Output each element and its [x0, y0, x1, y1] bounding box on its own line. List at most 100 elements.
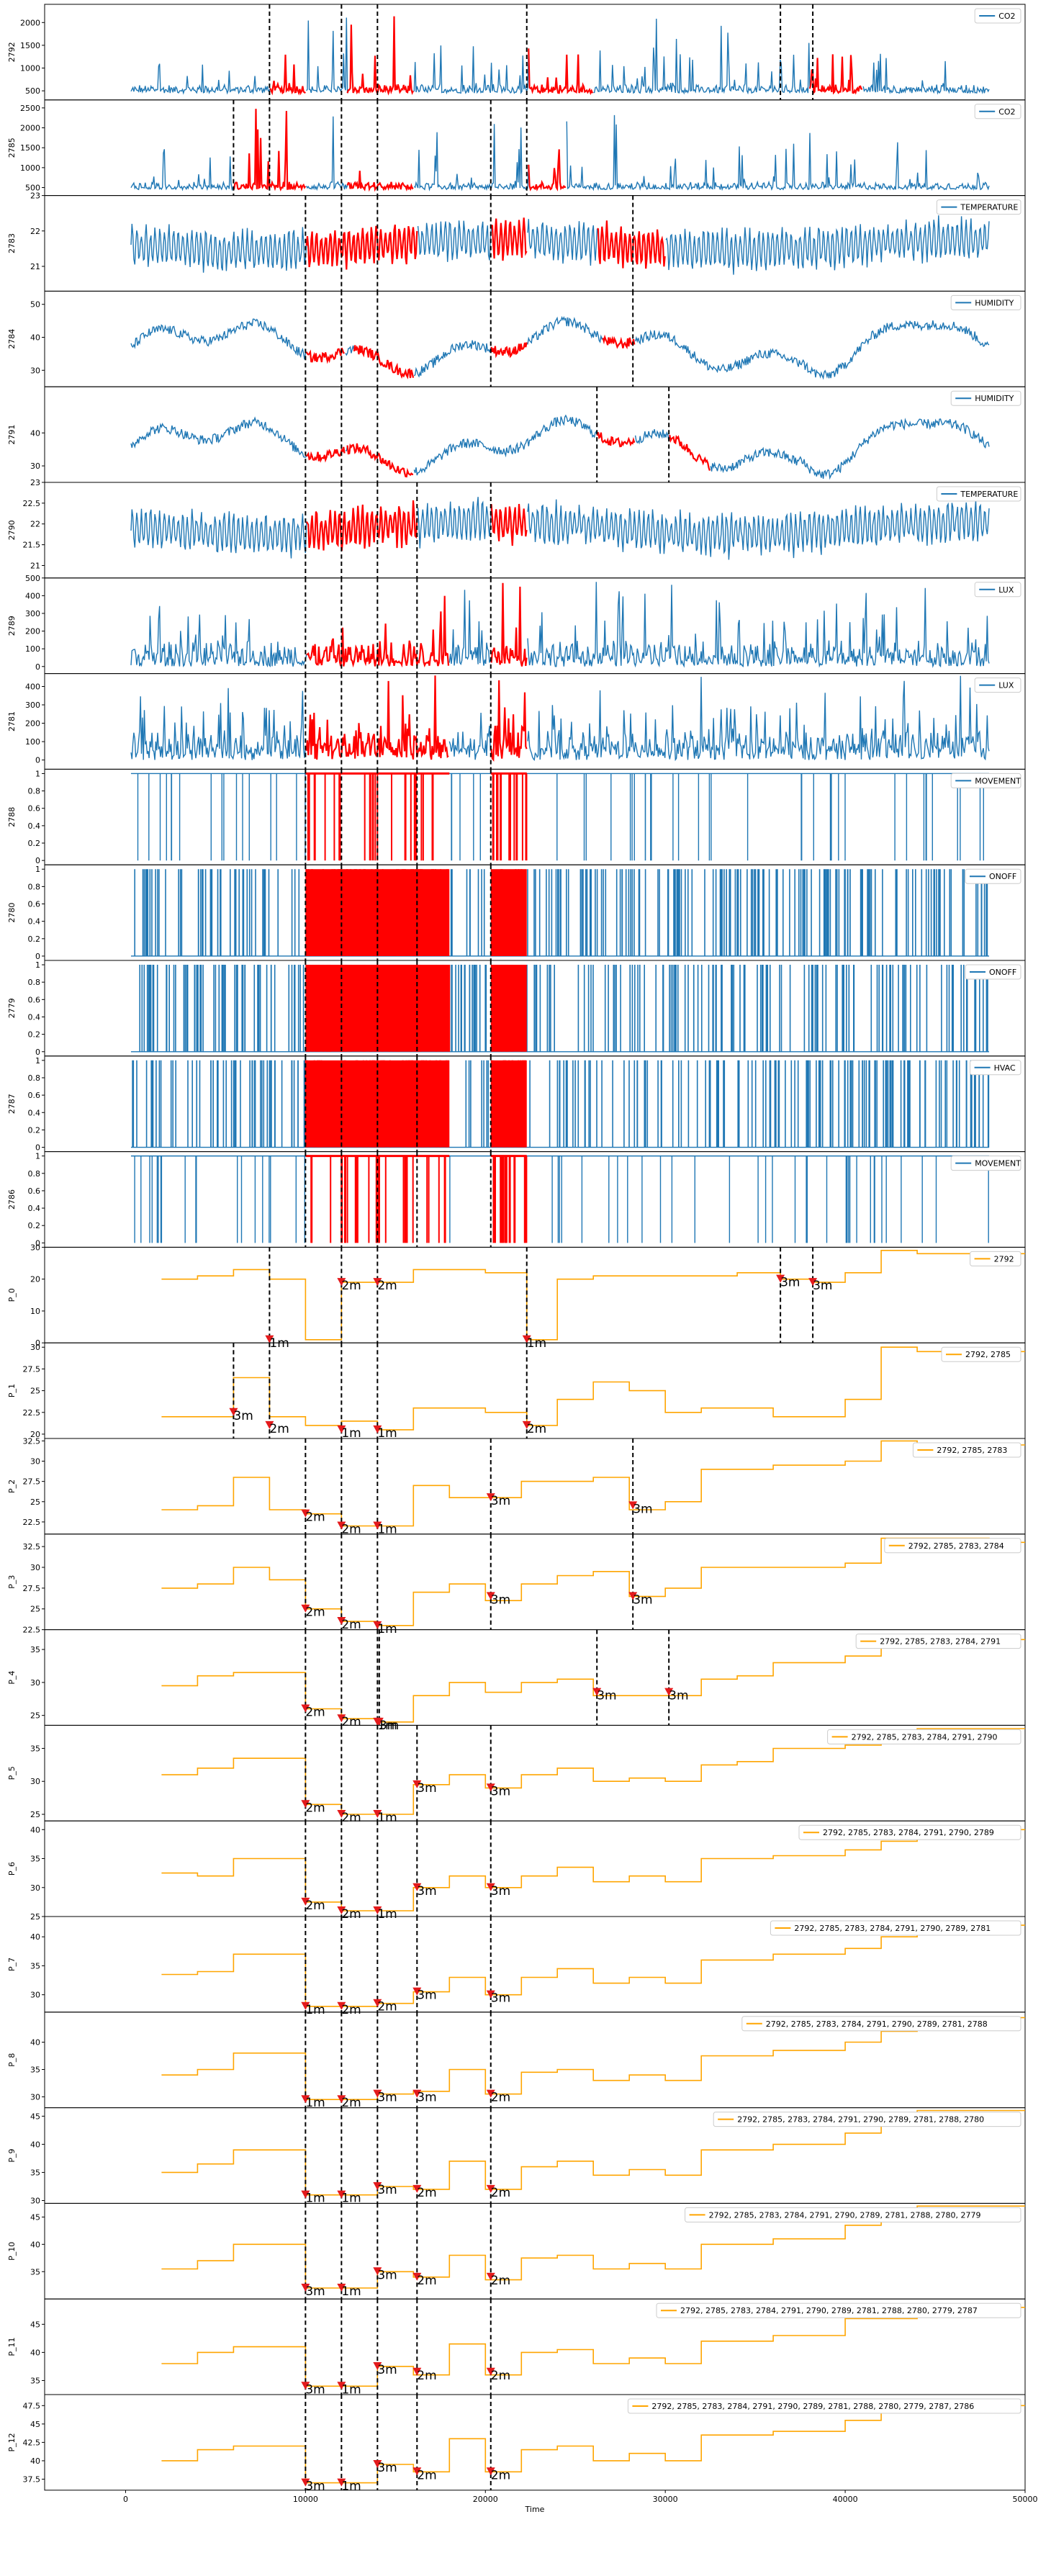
- legend-label: 2792, 2785, 2783: [937, 1446, 1007, 1455]
- y-tick-label: 25: [30, 1810, 40, 1819]
- y-axis-label: 2792: [7, 42, 17, 62]
- marker-label: 2m: [377, 1279, 397, 1293]
- marker-label: 3m: [417, 1989, 436, 2003]
- y-tick-label: 200: [25, 627, 40, 636]
- y-tick-label: 1: [35, 1152, 40, 1161]
- y-axis-label: 2787: [7, 1094, 17, 1114]
- anomaly-marker: [373, 2089, 382, 2098]
- y-tick-label: 30: [30, 366, 40, 375]
- legend-box: [656, 2302, 1021, 2318]
- y-tick-label: 45: [30, 2112, 40, 2121]
- y-tick-label: 0: [35, 952, 40, 961]
- marker-label: 2m: [491, 2369, 510, 2383]
- sensor-panel-2783: 21 22 23 2783 TEMPERATURE: [7, 192, 1026, 292]
- anomaly-marker: [373, 1521, 382, 1530]
- legend-box: [970, 1251, 1021, 1266]
- score-series: [161, 1639, 1025, 1723]
- axes-frame: [44, 1055, 1026, 1153]
- series-area: [130, 414, 990, 480]
- score-series: [161, 1829, 1025, 1911]
- legend-box: [950, 1156, 1021, 1171]
- legend-box: [941, 1346, 1021, 1362]
- y-tick-label: 2000: [20, 18, 40, 27]
- axes-frame: [44, 1534, 1026, 1631]
- y-tick-label: 0: [35, 1338, 40, 1348]
- x-tick-label: 10000: [293, 2495, 318, 2504]
- marker-label: 2m: [341, 1523, 361, 1537]
- x-axis-label: Time: [525, 2505, 545, 2514]
- y-tick-label: 35: [30, 2376, 40, 2385]
- anomaly-marker: [486, 1990, 495, 1999]
- marker-label: 1m: [305, 2003, 325, 2017]
- y-tick-label: 0.6: [28, 900, 41, 909]
- sensor-series: [130, 497, 990, 560]
- y-tick-label: 22.5: [23, 1518, 41, 1527]
- anomaly-marker: [337, 2478, 346, 2487]
- sensor-series: [130, 315, 990, 380]
- anomaly-series: [305, 500, 528, 551]
- marker-label: 1m: [377, 1523, 397, 1537]
- y-tick-label: 30: [30, 1678, 40, 1688]
- y-tick-label: 27.5: [23, 1584, 41, 1593]
- legend-label: HUMIDITY: [975, 298, 1014, 307]
- anomaly-marker: [301, 2382, 310, 2390]
- marker-label: 1m: [377, 1426, 397, 1441]
- legend-label: MOVEMENT: [975, 1159, 1021, 1168]
- marker-label: 2m: [341, 1811, 361, 1825]
- score-panel-P_3: 22.5 25 27.5 30 32.5 P_3 2m 2m 1m 3m 3m 2792, 2785,…: [7, 1534, 1026, 1636]
- marker-label: 2m: [491, 2274, 510, 2288]
- axes-frame: [44, 1438, 1026, 1535]
- anomaly-marker: [522, 1420, 531, 1429]
- y-tick-label: 0.2: [28, 1221, 41, 1230]
- y-tick-label: 35: [30, 1961, 40, 1971]
- anomaly-series: [305, 1060, 526, 1148]
- anomaly-region: [310, 1156, 446, 1243]
- anomaly-marker: [301, 1897, 310, 1906]
- y-tick-label: 30: [30, 461, 40, 471]
- legend-box: [627, 2398, 1021, 2414]
- marker-label: 3m: [491, 1494, 510, 1508]
- anomaly-marker: [776, 1274, 785, 1283]
- anomaly-marker: [337, 1617, 346, 1626]
- y-tick-label: 0: [35, 756, 40, 765]
- anomaly-marker: [628, 1501, 638, 1510]
- marker-label: 3m: [491, 1991, 510, 2006]
- sensor-series: [134, 869, 988, 956]
- anomaly-marker: [373, 1810, 382, 1819]
- anomaly-marker: [337, 2190, 346, 2199]
- anomaly-marker: [486, 1883, 495, 1891]
- legend-label: 2792, 2785, 2783, 2784, 2791, 2790: [852, 1732, 998, 1742]
- axes-frame: [44, 768, 1026, 865]
- score-panel-P_5: 25 30 35 P_5 2m 2m 1m 3m 3m 2792, 2785, 2783, 278…: [7, 1724, 1026, 1825]
- marker-label: 3m: [491, 1884, 510, 1899]
- anomaly-marker: [412, 2272, 422, 2281]
- y-tick-label: 1: [35, 865, 40, 874]
- legend-label: MOVEMENT: [975, 776, 1021, 785]
- series-area: [130, 109, 990, 192]
- anomaly-marker: [486, 2467, 495, 2476]
- legend-label: 2792, 2785, 2783, 2784, 2791, 2790, 2789…: [766, 2019, 988, 2029]
- x-tick-label: 40000: [833, 2495, 858, 2504]
- score-panel-P_6: 25 30 35 40 P_6 2m 2m 1m 3m 3m 2792, 2785, 2783, 2…: [7, 1820, 1026, 1922]
- score-panel-P_7: 30 35 40 P_7 1m 2m 2m 3m 3m 2792, 2785, 2783, 278…: [7, 1916, 1026, 2017]
- marker-label: 1m: [341, 2192, 361, 2206]
- axes-frame: [44, 1151, 1026, 1248]
- marker-label: 3m: [305, 2382, 325, 2397]
- legend-label: HUMIDITY: [975, 394, 1014, 403]
- y-tick-label: 100: [25, 737, 40, 747]
- y-tick-label: 30: [30, 1343, 40, 1352]
- y-tick-label: 27.5: [23, 1477, 41, 1487]
- y-tick-label: 35: [30, 1744, 40, 1753]
- x-tick-label: 30000: [653, 2495, 678, 2504]
- anomaly-marker: [301, 1800, 310, 1809]
- anomaly-marker: [301, 2001, 310, 2010]
- y-tick-label: 27.5: [23, 1364, 41, 1374]
- sensor-panel-2787: 0 0.2 0.4 0.6 0.8 1 2787 HVAC: [7, 1055, 1026, 1153]
- sensor-panel-2790: 21 21.5 22 22.5 23 2790 TEMPERATURE: [7, 478, 1026, 579]
- y-tick-label: 22.5: [23, 1626, 41, 1635]
- anomaly-region: [305, 1060, 450, 1148]
- anomaly-marker: [628, 1592, 638, 1600]
- y-tick-label: 2000: [20, 124, 40, 133]
- legend-box: [798, 1824, 1021, 1840]
